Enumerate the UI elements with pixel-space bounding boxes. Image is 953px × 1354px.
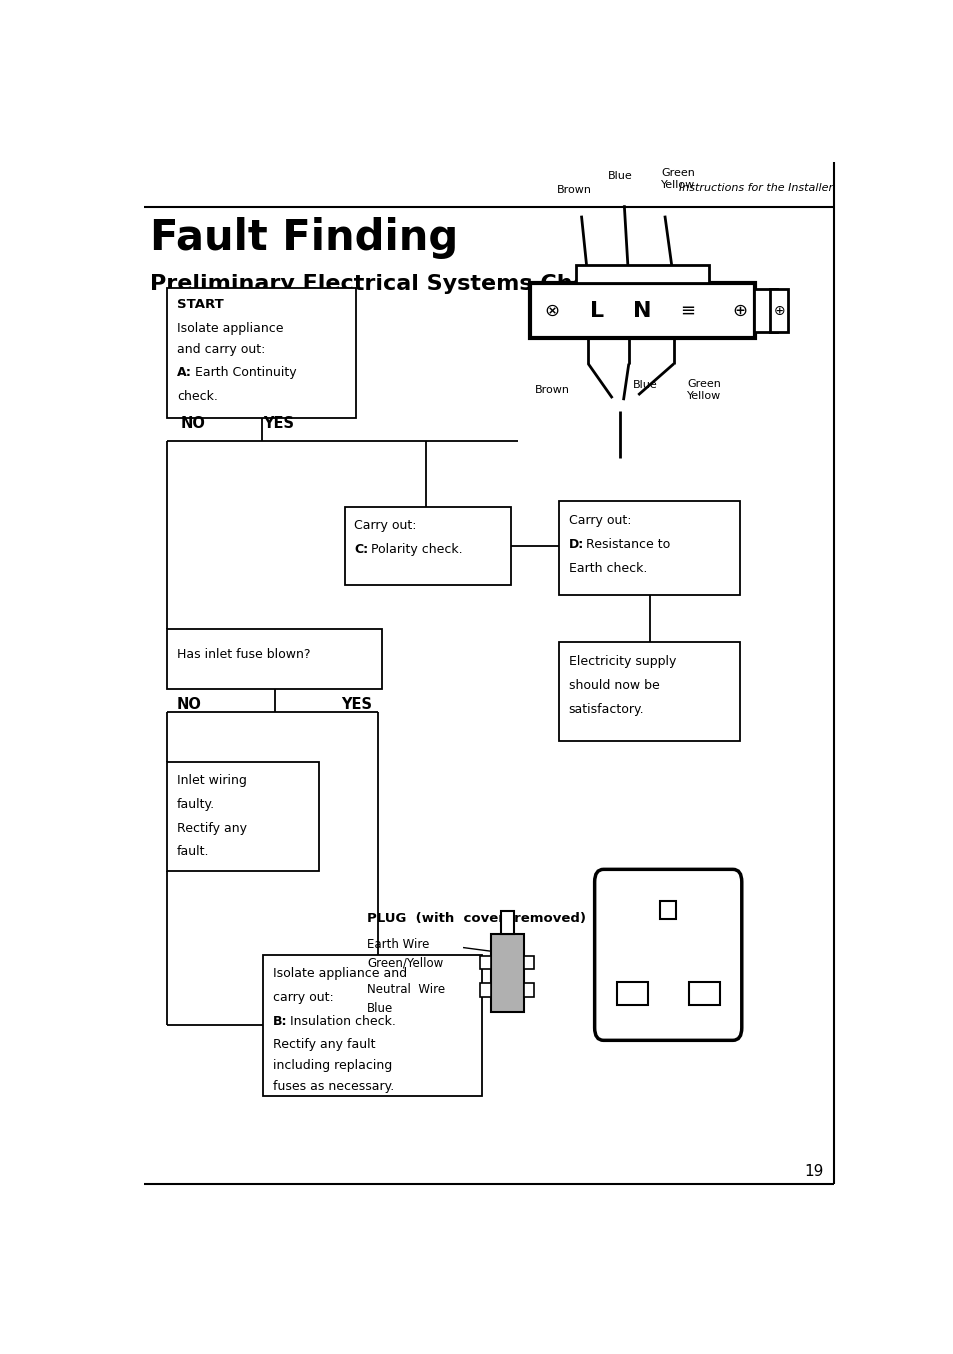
FancyBboxPatch shape bbox=[523, 983, 534, 997]
Text: PLUG  (with  cover  removed): PLUG (with cover removed) bbox=[367, 911, 585, 925]
Text: D:: D: bbox=[568, 538, 583, 551]
Text: ⊗: ⊗ bbox=[544, 302, 559, 320]
FancyBboxPatch shape bbox=[753, 288, 777, 333]
Text: fuses as necessary.: fuses as necessary. bbox=[273, 1080, 394, 1093]
FancyBboxPatch shape bbox=[558, 501, 740, 596]
Text: YES: YES bbox=[341, 697, 372, 712]
Text: Brown: Brown bbox=[535, 385, 570, 395]
Text: (face view): (face view) bbox=[620, 927, 703, 941]
Text: A:: A: bbox=[176, 366, 192, 379]
Text: ⏚: ⏚ bbox=[504, 918, 510, 927]
Text: satisfactory.: satisfactory. bbox=[568, 703, 643, 715]
FancyBboxPatch shape bbox=[500, 911, 514, 934]
Text: Green
Yellow: Green Yellow bbox=[660, 168, 695, 190]
Text: YES: YES bbox=[262, 417, 294, 432]
Text: Blue: Blue bbox=[367, 1002, 393, 1014]
FancyBboxPatch shape bbox=[490, 934, 523, 1013]
Text: Green
Yellow: Green Yellow bbox=[687, 379, 720, 401]
Text: Resistance to: Resistance to bbox=[585, 538, 669, 551]
Text: including replacing: including replacing bbox=[273, 1059, 392, 1072]
Text: Carry out:: Carry out: bbox=[354, 519, 416, 532]
Text: faulty.: faulty. bbox=[176, 799, 214, 811]
Text: Rectify any fault: Rectify any fault bbox=[273, 1039, 375, 1051]
Text: Isolate appliance and: Isolate appliance and bbox=[273, 967, 407, 980]
Text: Earth Wire: Earth Wire bbox=[367, 938, 429, 951]
Text: should now be: should now be bbox=[568, 678, 659, 692]
Text: Green/Yellow: Green/Yellow bbox=[367, 957, 443, 969]
Text: START: START bbox=[176, 298, 223, 311]
FancyBboxPatch shape bbox=[594, 869, 741, 1040]
Text: Neutral  Wire: Neutral Wire bbox=[367, 983, 445, 997]
Text: fault.: fault. bbox=[176, 845, 210, 858]
Text: NO: NO bbox=[180, 417, 206, 432]
FancyBboxPatch shape bbox=[167, 628, 381, 689]
Text: and carry out:: and carry out: bbox=[176, 343, 265, 356]
Text: ⊕: ⊕ bbox=[773, 303, 784, 318]
Text: Polarity check.: Polarity check. bbox=[371, 543, 462, 556]
Text: Preliminary Electrical Systems Check: Preliminary Electrical Systems Check bbox=[151, 274, 616, 294]
FancyBboxPatch shape bbox=[480, 956, 490, 969]
Text: Isolate appliance: Isolate appliance bbox=[176, 322, 283, 334]
FancyBboxPatch shape bbox=[688, 982, 719, 1005]
Text: Blue: Blue bbox=[633, 379, 658, 390]
Text: carry out:: carry out: bbox=[273, 991, 334, 1005]
FancyBboxPatch shape bbox=[558, 642, 740, 741]
Text: ≡: ≡ bbox=[679, 302, 695, 320]
Text: Rectify any: Rectify any bbox=[176, 822, 247, 835]
Text: L: L bbox=[590, 301, 603, 321]
Text: Electricity supply: Electricity supply bbox=[568, 654, 676, 668]
Text: check.: check. bbox=[176, 390, 217, 402]
Text: B:: B: bbox=[273, 1016, 287, 1028]
Text: Inlet wiring: Inlet wiring bbox=[176, 774, 247, 788]
FancyBboxPatch shape bbox=[167, 762, 318, 872]
FancyBboxPatch shape bbox=[344, 506, 511, 585]
Text: Has inlet fuse blown?: Has inlet fuse blown? bbox=[176, 649, 310, 661]
Text: ⊕: ⊕ bbox=[732, 302, 747, 320]
Text: NO: NO bbox=[177, 697, 202, 712]
Text: Insulation check.: Insulation check. bbox=[290, 1016, 395, 1028]
Text: Fault Finding: Fault Finding bbox=[151, 217, 458, 259]
Text: C:: C: bbox=[354, 543, 368, 556]
Text: Brown: Brown bbox=[557, 184, 592, 195]
Text: Earth Continuity: Earth Continuity bbox=[195, 366, 296, 379]
FancyBboxPatch shape bbox=[523, 956, 534, 969]
FancyBboxPatch shape bbox=[167, 287, 355, 418]
Text: Carry out:: Carry out: bbox=[568, 513, 631, 527]
Text: ⏚: ⏚ bbox=[664, 904, 671, 915]
FancyBboxPatch shape bbox=[769, 288, 787, 332]
Text: 19: 19 bbox=[803, 1164, 823, 1179]
Text: Blue: Blue bbox=[607, 171, 632, 181]
Text: N: N bbox=[633, 301, 651, 321]
FancyBboxPatch shape bbox=[576, 264, 708, 283]
FancyBboxPatch shape bbox=[480, 983, 490, 997]
Text: Instructions for the Installer: Instructions for the Installer bbox=[678, 183, 832, 192]
FancyBboxPatch shape bbox=[617, 982, 647, 1005]
Text: SOCKET: SOCKET bbox=[633, 909, 692, 922]
Text: Earth check.: Earth check. bbox=[568, 562, 646, 575]
FancyBboxPatch shape bbox=[659, 900, 676, 919]
FancyBboxPatch shape bbox=[529, 283, 755, 337]
FancyBboxPatch shape bbox=[263, 955, 481, 1095]
